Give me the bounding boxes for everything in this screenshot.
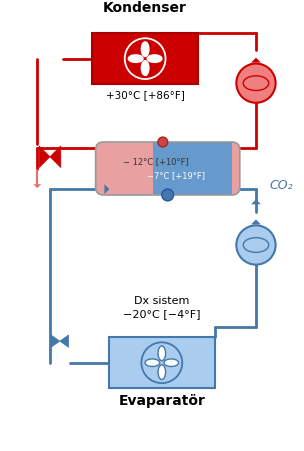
FancyBboxPatch shape [95, 142, 240, 195]
Ellipse shape [147, 55, 162, 62]
Polygon shape [251, 199, 261, 204]
Polygon shape [153, 142, 232, 195]
Text: CO₂: CO₂ [270, 179, 293, 192]
Ellipse shape [128, 55, 143, 62]
Polygon shape [105, 184, 109, 194]
Ellipse shape [158, 365, 166, 379]
Ellipse shape [145, 359, 160, 367]
Polygon shape [51, 335, 60, 347]
Circle shape [162, 189, 174, 201]
Text: Kondenser: Kondenser [103, 1, 187, 15]
Ellipse shape [141, 42, 149, 56]
Text: +30°C [+86°F]: +30°C [+86°F] [106, 90, 185, 100]
Polygon shape [60, 335, 69, 347]
Text: −20°C [−4°F]: −20°C [−4°F] [123, 309, 201, 320]
Text: −7°C [+19°F]: −7°C [+19°F] [147, 171, 205, 180]
Ellipse shape [158, 346, 166, 361]
Polygon shape [251, 58, 261, 63]
Text: Evaparatör: Evaparatör [118, 394, 205, 408]
FancyBboxPatch shape [92, 33, 198, 84]
Polygon shape [50, 146, 61, 167]
Circle shape [158, 137, 168, 147]
Polygon shape [251, 220, 261, 225]
Circle shape [236, 64, 276, 103]
Text: Dx sistem: Dx sistem [134, 296, 189, 306]
FancyBboxPatch shape [109, 337, 215, 388]
Polygon shape [33, 184, 41, 188]
Ellipse shape [164, 359, 179, 367]
Circle shape [236, 226, 276, 265]
Text: − 12°C [+10°F]: − 12°C [+10°F] [123, 157, 189, 166]
Polygon shape [39, 146, 50, 167]
Ellipse shape [141, 61, 149, 75]
